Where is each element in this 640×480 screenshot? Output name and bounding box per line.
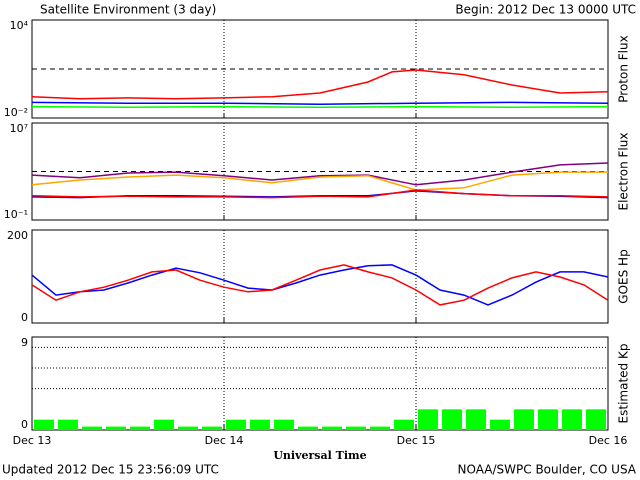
kp-bar: [322, 426, 342, 430]
y-tick-label: 10⁻²: [4, 106, 28, 119]
y-axis-label: Electron Flux: [617, 133, 631, 211]
panel-frame: [31, 336, 609, 431]
kp-bar: [274, 419, 294, 430]
series-line: [31, 171, 608, 191]
x-tick-label: Dec 15: [397, 434, 436, 447]
y-tick-label: 9: [21, 336, 28, 349]
y-tick-label: 10⁴: [10, 19, 29, 32]
chart-title: Satellite Environment (3 day): [40, 3, 216, 17]
kp-bar: [226, 419, 246, 430]
kp-bar: [178, 426, 198, 430]
kp-bar: [106, 426, 126, 430]
kp-bar: [466, 409, 486, 430]
y-tick-label: 0: [21, 418, 28, 431]
kp-bar: [82, 426, 102, 430]
kp-bar: [154, 419, 174, 430]
series-line: [31, 105, 609, 109]
kp-bar: [34, 419, 54, 430]
x-tick-label: Dec 14: [205, 434, 244, 447]
kp-bar: [562, 409, 582, 430]
kp-bar: [370, 426, 390, 430]
credit: NOAA/SWPC Boulder, CO USA: [458, 463, 637, 477]
y-tick-label: 10⁻¹: [4, 208, 28, 221]
kp-bar: [394, 419, 414, 430]
kp-bar: [202, 426, 222, 430]
kp-bar: [298, 426, 318, 430]
kp-bar: [130, 426, 150, 430]
kp-bar: [418, 409, 438, 430]
kp-bar: [490, 419, 510, 430]
series-line: [31, 264, 609, 306]
begin-time: Begin: 2012 Dec 13 0000 UTC: [455, 3, 636, 17]
panel-frame: [31, 229, 609, 324]
x-tick-label: Dec 13: [13, 434, 52, 447]
series-line: [31, 264, 609, 306]
series-line: [31, 69, 609, 100]
x-tick-label: Dec 16: [589, 434, 628, 447]
y-axis-label: Estimated Kp: [617, 344, 631, 424]
kp-bar: [514, 409, 534, 430]
series-line: [31, 189, 609, 199]
kp-bar: [442, 409, 462, 430]
updated-time: Updated 2012 Dec 15 23:56:09 UTC: [2, 463, 219, 477]
kp-bar: [586, 409, 606, 430]
kp-bar: [250, 419, 270, 430]
x-axis-label: Universal Time: [273, 449, 366, 462]
series-line: [31, 162, 609, 186]
y-axis-label: Proton Flux: [617, 35, 631, 102]
y-tick-label: 10⁷: [10, 122, 28, 135]
kp-bar: [538, 409, 558, 430]
y-tick-label: 200: [7, 229, 28, 242]
y-tick-label: 0: [21, 311, 28, 324]
kp-bar: [58, 419, 78, 430]
kp-bar: [346, 426, 366, 430]
series-line: [31, 101, 609, 105]
y-axis-label: GOES Hp: [617, 249, 631, 303]
